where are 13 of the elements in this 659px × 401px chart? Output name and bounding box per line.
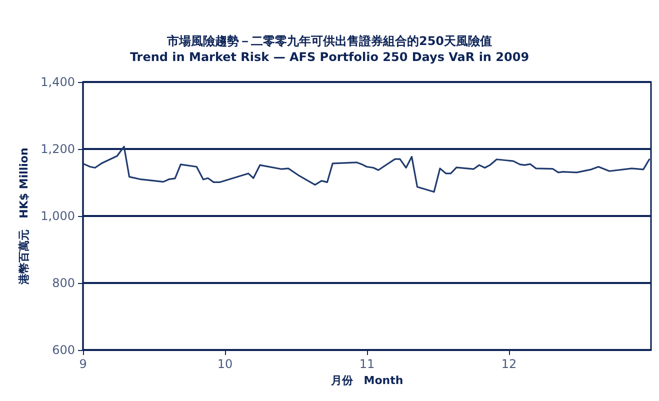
x-tick-label: 11 (359, 357, 375, 371)
x-tick-label: 10 (217, 357, 233, 371)
y-tick-label: 1,200 (40, 142, 75, 156)
chart-subtitle: Trend in Market Risk — AFS Portfolio 250 Days VaR in 2009 (130, 50, 530, 64)
x-axis-title: 月份 Month (330, 374, 404, 387)
x-tick-label: 12 (501, 357, 517, 371)
y-tick-label: 1,000 (40, 209, 75, 223)
y-axis-title: 港幣百萬元 HK$ Million (18, 148, 31, 286)
y-tick-label: 800 (52, 276, 75, 290)
chart-title: 市場風險趨勢－二零零九年可供出售證券組合的250天風險值 (166, 34, 492, 48)
y-tick-label: 600 (52, 343, 75, 357)
x-tick-label: 9 (79, 357, 87, 371)
y-tick-label: 1,400 (40, 75, 75, 89)
